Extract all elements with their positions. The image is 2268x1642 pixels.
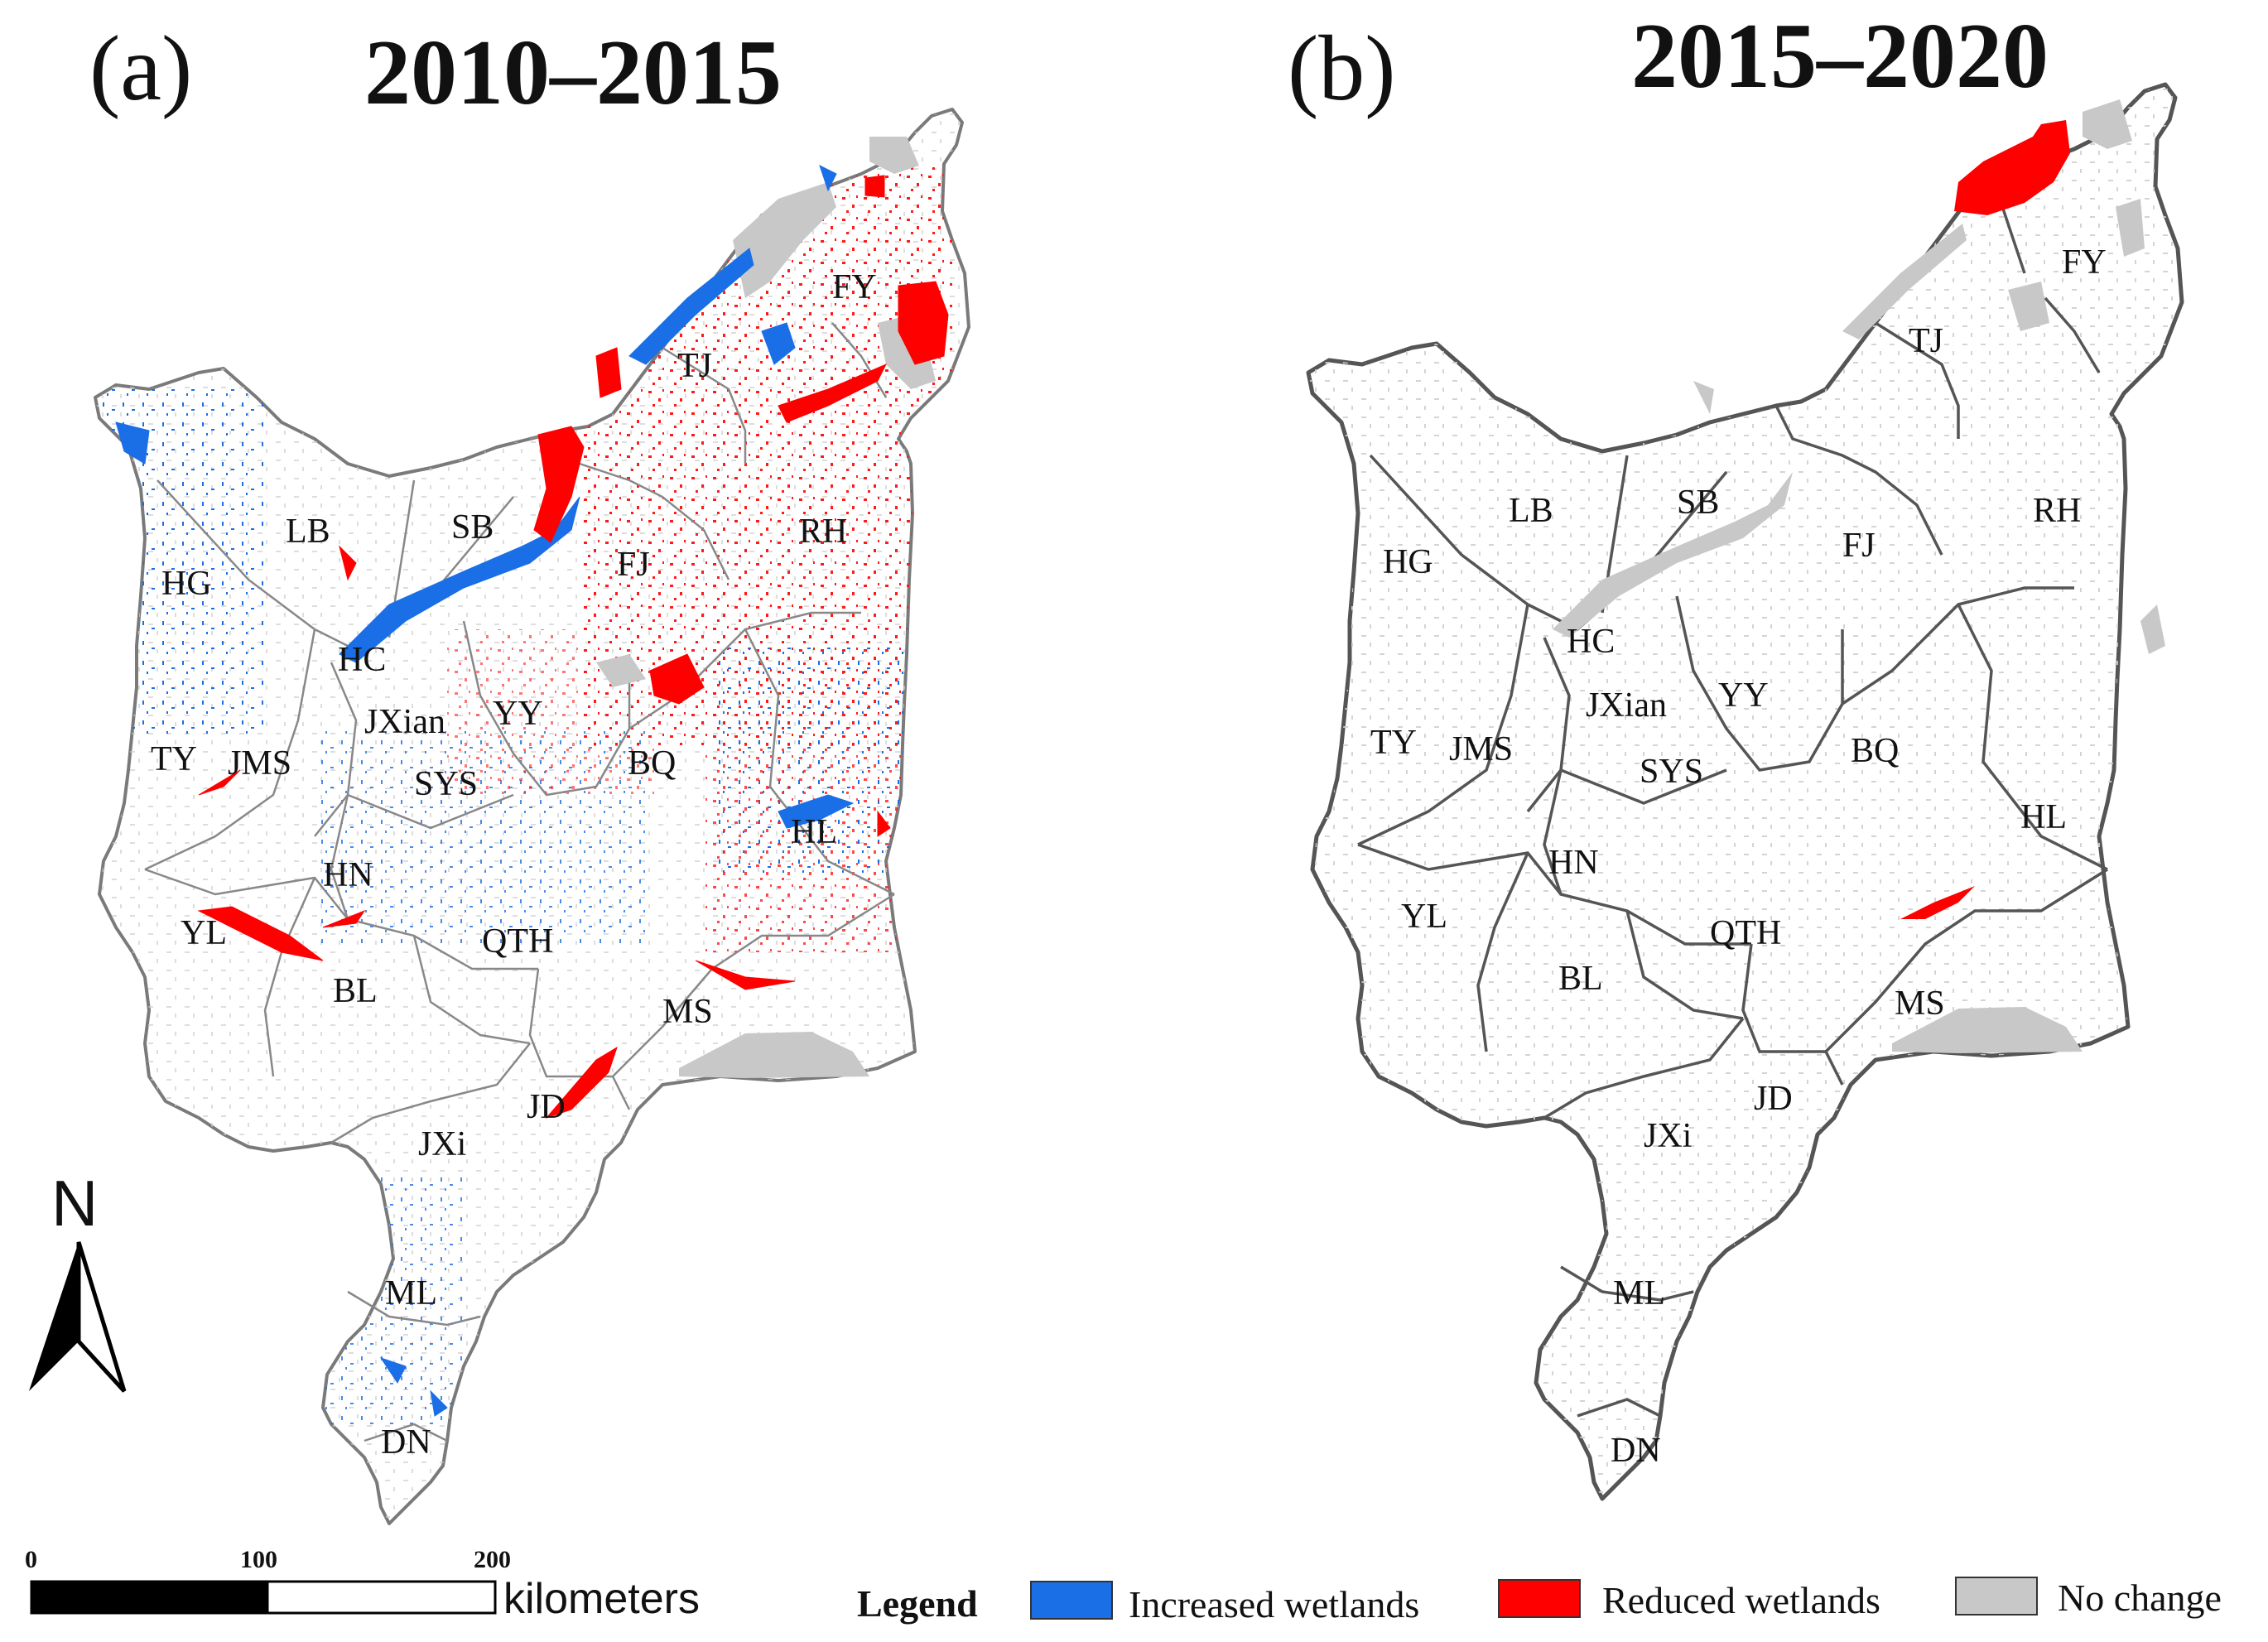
region-label: HL bbox=[2020, 798, 2067, 836]
region-label: JXi bbox=[418, 1125, 466, 1163]
region-label: DN bbox=[1611, 1432, 1661, 1470]
panel-a-tag: (a) bbox=[89, 17, 192, 120]
legend-title: Legend bbox=[857, 1582, 978, 1625]
panel-a-region-labels: FY TJ SB LB HG RH FJ HC JXian YY TY JMS … bbox=[151, 268, 877, 1461]
region-label: TJ bbox=[677, 347, 712, 385]
region-label: JD bbox=[1754, 1080, 1793, 1118]
region-label: HC bbox=[1567, 623, 1615, 661]
region-label: SB bbox=[1677, 484, 1719, 522]
panel-b: (b) 2015–2020 bbox=[1288, 5, 2207, 1524]
region-label: BQ bbox=[1851, 732, 1899, 770]
region-label: JXian bbox=[1586, 686, 1667, 725]
panel-a: (a) 2010–2015 bbox=[89, 17, 970, 1525]
region-label: DN bbox=[381, 1423, 431, 1461]
region-label: LB bbox=[1509, 492, 1553, 530]
legend-label-increased: Increased wetlands bbox=[1129, 1583, 1419, 1625]
scale-tick-200: 200 bbox=[474, 1546, 511, 1573]
panel-b-tag: (b) bbox=[1288, 17, 1396, 120]
region-label: TJ bbox=[1909, 322, 1943, 360]
legend-swatch-reduced bbox=[1498, 1579, 1581, 1618]
north-arrow: N bbox=[29, 1167, 127, 1393]
region-label: RH bbox=[799, 513, 847, 551]
scale-tick-100: 100 bbox=[240, 1546, 277, 1573]
region-label: FY bbox=[2062, 243, 2107, 282]
north-arrow-icon bbox=[29, 1241, 127, 1393]
region-label: SB bbox=[451, 508, 494, 547]
region-label: HG bbox=[1383, 543, 1433, 581]
region-label: JD bbox=[527, 1088, 566, 1126]
panel-b-title: 2015–2020 bbox=[1631, 5, 2049, 108]
scale-tick-0: 0 bbox=[25, 1546, 37, 1573]
region-label: FJ bbox=[617, 546, 650, 584]
region-label: TY bbox=[151, 740, 197, 778]
panel-a-title: 2010–2015 bbox=[364, 22, 782, 124]
north-arrow-letter: N bbox=[51, 1167, 98, 1240]
region-label: HL bbox=[791, 813, 837, 851]
legend-label-nochange: No change bbox=[2058, 1577, 2222, 1619]
region-label: ML bbox=[385, 1274, 437, 1312]
region-label: HN bbox=[323, 856, 373, 894]
panel-b-county-borders bbox=[1357, 173, 2108, 1418]
panel-b-region-labels: FY TJ LB SB RH HG FJ HC JXian YY TY JMS … bbox=[1370, 243, 2107, 1470]
region-label: JMS bbox=[228, 744, 291, 782]
region-label: MS bbox=[1895, 985, 1945, 1023]
region-label: YY bbox=[1718, 677, 1769, 715]
region-label: BQ bbox=[628, 744, 676, 782]
region-label: YY bbox=[493, 695, 543, 733]
region-label: ML bbox=[1613, 1274, 1665, 1312]
region-label: FY bbox=[832, 268, 877, 306]
panel-b-nochange bbox=[1553, 99, 2165, 1053]
panel-a-reduced-wetlands bbox=[197, 175, 949, 1120]
region-label: FJ bbox=[1842, 527, 1876, 565]
region-label: HC bbox=[338, 641, 386, 679]
region-label: TY bbox=[1370, 724, 1417, 762]
region-label: RH bbox=[2033, 492, 2081, 530]
region-label: LB bbox=[286, 513, 330, 551]
scale-unit: kilometers bbox=[503, 1575, 700, 1623]
scale-bar: 0 100 200 kilometers bbox=[25, 1546, 700, 1623]
panel-b-reduced-wetlands bbox=[1900, 120, 2070, 919]
region-label: JMS bbox=[1449, 730, 1513, 768]
region-label: YL bbox=[1401, 898, 1447, 936]
region-label: QTH bbox=[1710, 914, 1781, 952]
legend: Legend Increased wetlands Reduced wetlan… bbox=[857, 1577, 2222, 1625]
region-label: HG bbox=[161, 565, 212, 603]
panel-b-map bbox=[1296, 75, 2207, 1524]
panel-a-increased-wetlands bbox=[115, 165, 855, 1417]
region-label: BL bbox=[1558, 960, 1603, 998]
legend-label-reduced: Reduced wetlands bbox=[1602, 1579, 1880, 1621]
region-label: MS bbox=[662, 993, 713, 1031]
region-label: QTH bbox=[482, 922, 553, 961]
legend-swatch-increased bbox=[1030, 1581, 1113, 1620]
region-label: SYS bbox=[414, 765, 478, 803]
region-label: BL bbox=[333, 972, 378, 1010]
panel-a-map bbox=[94, 108, 970, 1525]
legend-swatch-nochange bbox=[1955, 1577, 2038, 1616]
region-label: HN bbox=[1548, 844, 1599, 882]
panel-a-nochange bbox=[596, 137, 936, 1078]
region-label: YL bbox=[181, 914, 227, 952]
region-label: SYS bbox=[1640, 753, 1703, 791]
region-label: JXian bbox=[364, 703, 445, 741]
region-label: JXi bbox=[1644, 1117, 1692, 1155]
